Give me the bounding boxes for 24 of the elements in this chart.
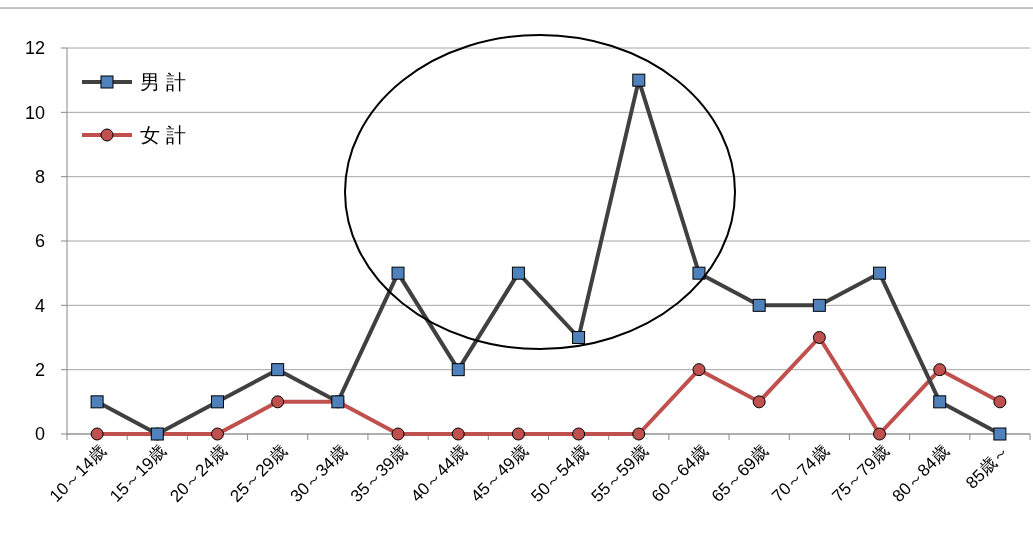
legend-label: 男 計: [140, 71, 186, 93]
point: [210, 427, 224, 441]
point: [752, 395, 766, 409]
point: [933, 363, 947, 377]
x-tick-label: 85歳～: [962, 441, 1013, 493]
y-tick-label: 0: [34, 424, 45, 445]
point: [451, 427, 465, 441]
point: [511, 427, 525, 441]
y-tick-label: 10: [24, 102, 45, 123]
point: [90, 427, 104, 441]
point: [873, 427, 887, 441]
legend-label: 女 計: [140, 124, 186, 146]
y-tick-label: 8: [34, 166, 45, 187]
point: [391, 427, 405, 441]
point: [692, 363, 706, 377]
y-tick-label: 2: [34, 359, 45, 380]
point: [993, 395, 1007, 409]
point: [572, 427, 586, 441]
y-tick-label: 6: [34, 231, 45, 252]
point: [812, 331, 826, 344]
point: [632, 427, 646, 441]
point: [271, 395, 285, 409]
y-tick-label: 12: [24, 38, 45, 59]
y-tick-label: 4: [34, 295, 45, 316]
